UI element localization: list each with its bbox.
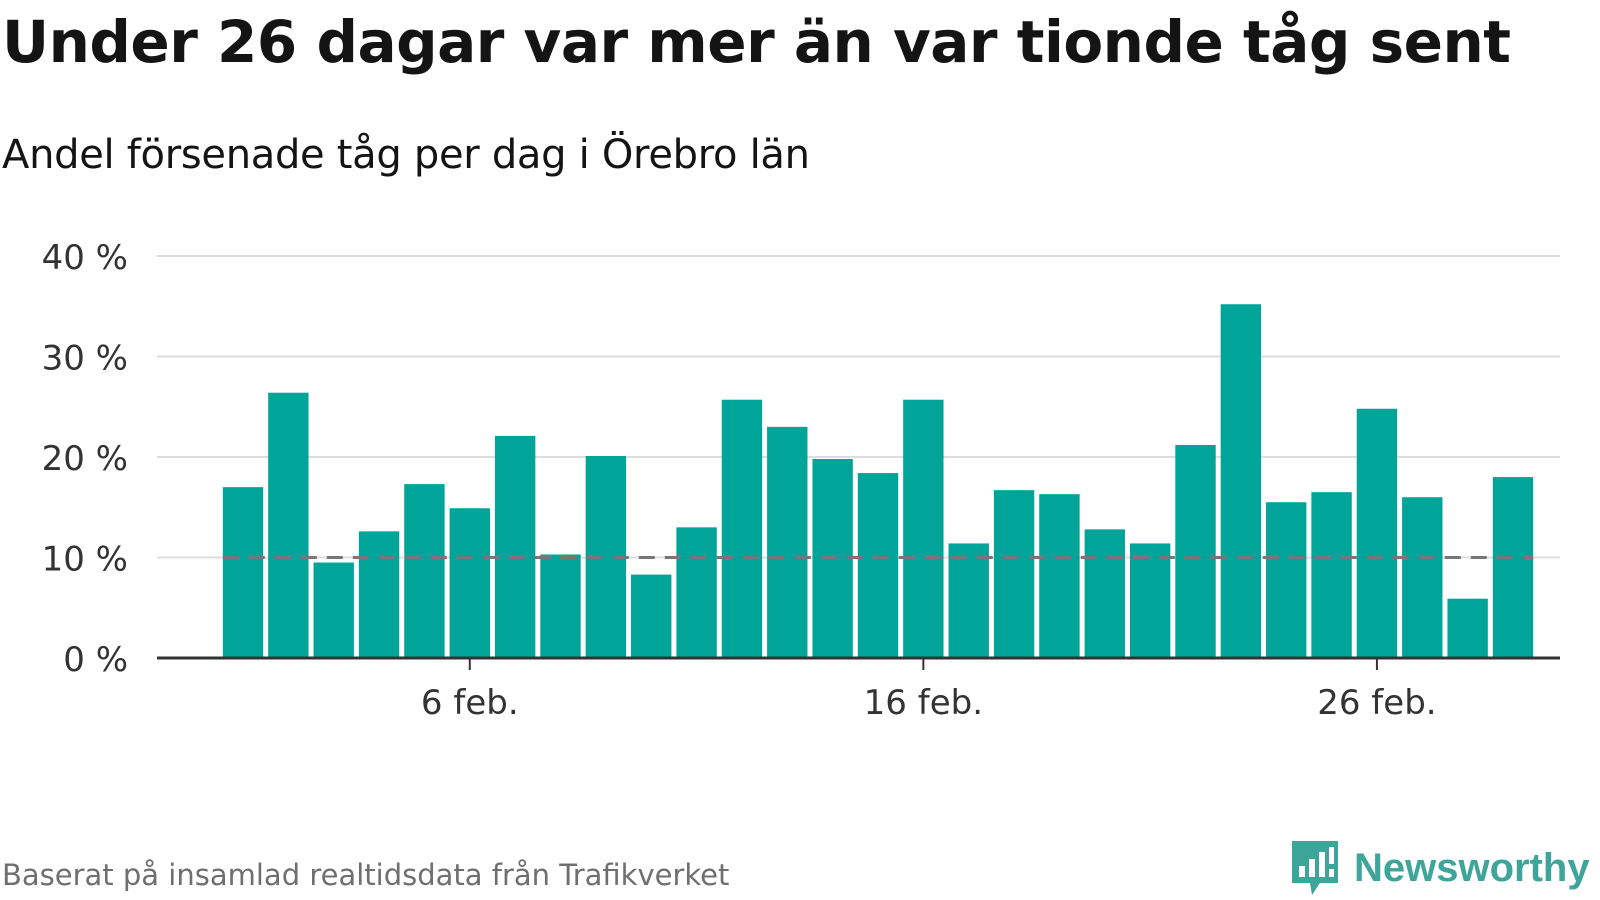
bar xyxy=(313,562,354,658)
bar xyxy=(1492,477,1534,658)
x-tick-label: 16 feb. xyxy=(864,683,983,723)
bar xyxy=(449,508,490,658)
bar xyxy=(268,392,309,658)
bar xyxy=(1311,492,1352,658)
x-tick-label: 6 feb. xyxy=(421,683,519,723)
chart-subtitle: Andel försenade tåg per dag i Örebro län xyxy=(2,132,810,178)
bar xyxy=(1084,529,1125,658)
bar xyxy=(721,399,763,658)
y-tick-label: 30 % xyxy=(42,339,128,379)
logo-text: Newsworthy xyxy=(1354,845,1590,890)
y-axis-tick-labels: 0 % 10 % 20 % 30 % 40 % xyxy=(42,238,128,680)
y-tick-label: 0 % xyxy=(63,640,128,680)
bar xyxy=(857,473,899,658)
bar xyxy=(222,487,264,658)
bar xyxy=(993,490,1035,658)
bar xyxy=(1402,497,1443,658)
y-tick-label: 10 % xyxy=(42,540,128,580)
bar xyxy=(903,399,944,658)
bar xyxy=(1175,444,1216,658)
newsworthy-logo: Newsworthy xyxy=(1290,838,1590,898)
bars xyxy=(222,304,1534,658)
bar xyxy=(1129,543,1171,658)
bar xyxy=(494,435,536,658)
source-note: Baserat på insamlad realtidsdata från Tr… xyxy=(2,858,730,892)
bar xyxy=(767,426,808,658)
bar xyxy=(1220,304,1262,658)
bar xyxy=(1447,598,1488,658)
bar xyxy=(1356,408,1398,658)
bar xyxy=(540,554,581,658)
bar xyxy=(358,531,400,658)
bar xyxy=(631,574,672,658)
x-tick-label: 26 feb. xyxy=(1317,683,1436,723)
bar xyxy=(676,527,717,658)
bar xyxy=(404,484,445,658)
y-tick-label: 40 % xyxy=(42,238,128,278)
y-tick-label: 20 % xyxy=(42,439,128,479)
bar xyxy=(1039,494,1080,658)
bar xyxy=(1266,502,1307,658)
x-axis-tick-labels: 6 feb. 16 feb. 26 feb. xyxy=(421,658,1437,723)
newsworthy-logo-icon xyxy=(1292,841,1338,895)
bar xyxy=(948,543,989,658)
chart-title: Under 26 dagar var mer än var tionde tåg… xyxy=(2,8,1511,76)
